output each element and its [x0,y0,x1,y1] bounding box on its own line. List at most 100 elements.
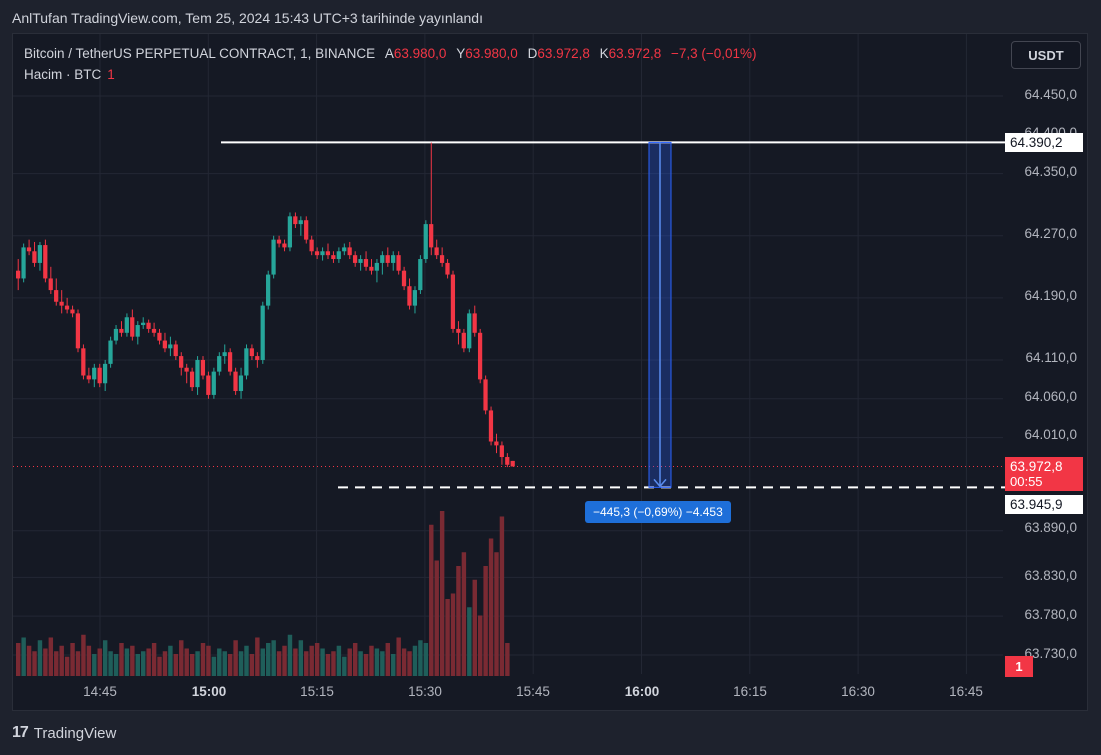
measure-result-label[interactable]: −445,3 (−0,69%) −4.453 [585,501,731,523]
close-value: 63.972,8 [608,46,662,61]
candle-body [434,247,439,256]
volume-bar [32,651,37,676]
candle-body [130,317,135,337]
currency-button[interactable]: USDT [1011,41,1081,69]
candle-body [200,359,206,376]
volume-bar [48,637,54,676]
volume-bar [64,656,70,676]
candle-body [363,259,369,267]
candle-body [418,259,423,291]
volume-bar [369,645,374,676]
volume-bar [505,643,510,676]
volume-bar [195,651,200,676]
volume-bar [108,651,113,676]
tradingview-logo[interactable]: 17 TradingView [12,724,116,742]
candle-body [238,375,244,392]
volume-bar [271,640,276,676]
candle-body [494,441,499,446]
candle-body [162,340,167,349]
candle-body [287,216,292,248]
volume-bar [456,566,461,676]
volume-bar [477,615,483,676]
volume-bar [282,645,287,676]
symbol-name[interactable]: Bitcoin / TetherUS PERPETUAL CONTRACT, 1… [24,46,376,61]
candle-body [48,278,53,291]
volume-bar [92,654,97,676]
measure-arrow-head [653,478,667,488]
price-tick: 64.060,0 [1024,389,1077,404]
candle-body [271,239,276,275]
candle-body [320,251,325,256]
volume-bar [304,651,309,676]
volume-bar [374,648,380,676]
volume-bar [162,651,168,676]
candle-body [331,255,336,260]
time-tick: 15:15 [300,684,334,699]
volume-bar [363,654,369,676]
volume-bar [21,637,26,676]
volume-bar [119,643,124,676]
low-level-tag: 63.945,9 [1005,495,1083,514]
chart-panel[interactable]: Bitcoin / TetherUS PERPETUAL CONTRACT, 1… [12,33,1088,711]
volume-bar [200,643,206,676]
volume-bar [331,651,336,676]
candle-body [439,255,445,263]
candle-body [249,348,254,357]
volume-bar [276,651,282,676]
change-value: −7,3 (−0,01%) [670,46,757,61]
volume-bar [401,648,407,676]
volume-bar [75,651,81,676]
price-tick: 63.830,0 [1024,568,1077,583]
candle-body [461,332,466,349]
time-tick: 15:45 [516,684,550,699]
candle-body [113,328,119,341]
candle-body [336,251,341,260]
volume-label[interactable]: Hacim · BTC [24,67,102,82]
candle-body [222,352,227,357]
price-tick: 63.730,0 [1024,646,1077,661]
candle-body [266,274,271,306]
price-tick: 64.010,0 [1024,427,1077,442]
candle-body [412,290,417,306]
candle-body [108,340,113,364]
candle-body [483,379,488,411]
volume-bar [54,651,59,676]
candle-body [385,255,390,263]
volume-bar [450,593,456,676]
candle-body [86,375,91,380]
volume-legend: Hacim · BTC 1 [24,67,115,82]
volume-bar [37,640,43,676]
volume-bar [293,648,298,676]
candle-body [141,322,146,326]
volume-bar [146,648,151,676]
volume-bar [189,654,195,676]
candle-body [173,344,178,357]
candle-body [97,367,102,384]
time-tick: 16:00 [624,684,660,699]
candle-body [146,322,151,329]
volume-bar [499,516,505,676]
candle-body [445,262,450,275]
volume-bar [222,651,227,676]
volume-bar [352,643,358,676]
volume-bar [418,640,423,676]
high-key: Y [456,46,466,61]
price-tick: 63.780,0 [1024,607,1077,622]
candle-body [380,255,385,263]
volume-bar [336,645,342,676]
candle-body [124,317,129,333]
volume-bar [423,643,429,676]
candle-body [467,313,472,349]
candle-body [54,290,59,302]
volume-bar [70,643,75,676]
price-tick: 64.270,0 [1024,226,1077,241]
volume-bar [260,648,266,676]
volume-bar [179,640,184,676]
volume-bar [135,654,141,676]
price-chart[interactable] [13,34,1088,711]
candle-body [157,332,162,341]
volume-bar [445,599,450,676]
volume-bar [461,552,467,676]
candle-body [456,328,461,333]
volume-bar [255,637,260,676]
